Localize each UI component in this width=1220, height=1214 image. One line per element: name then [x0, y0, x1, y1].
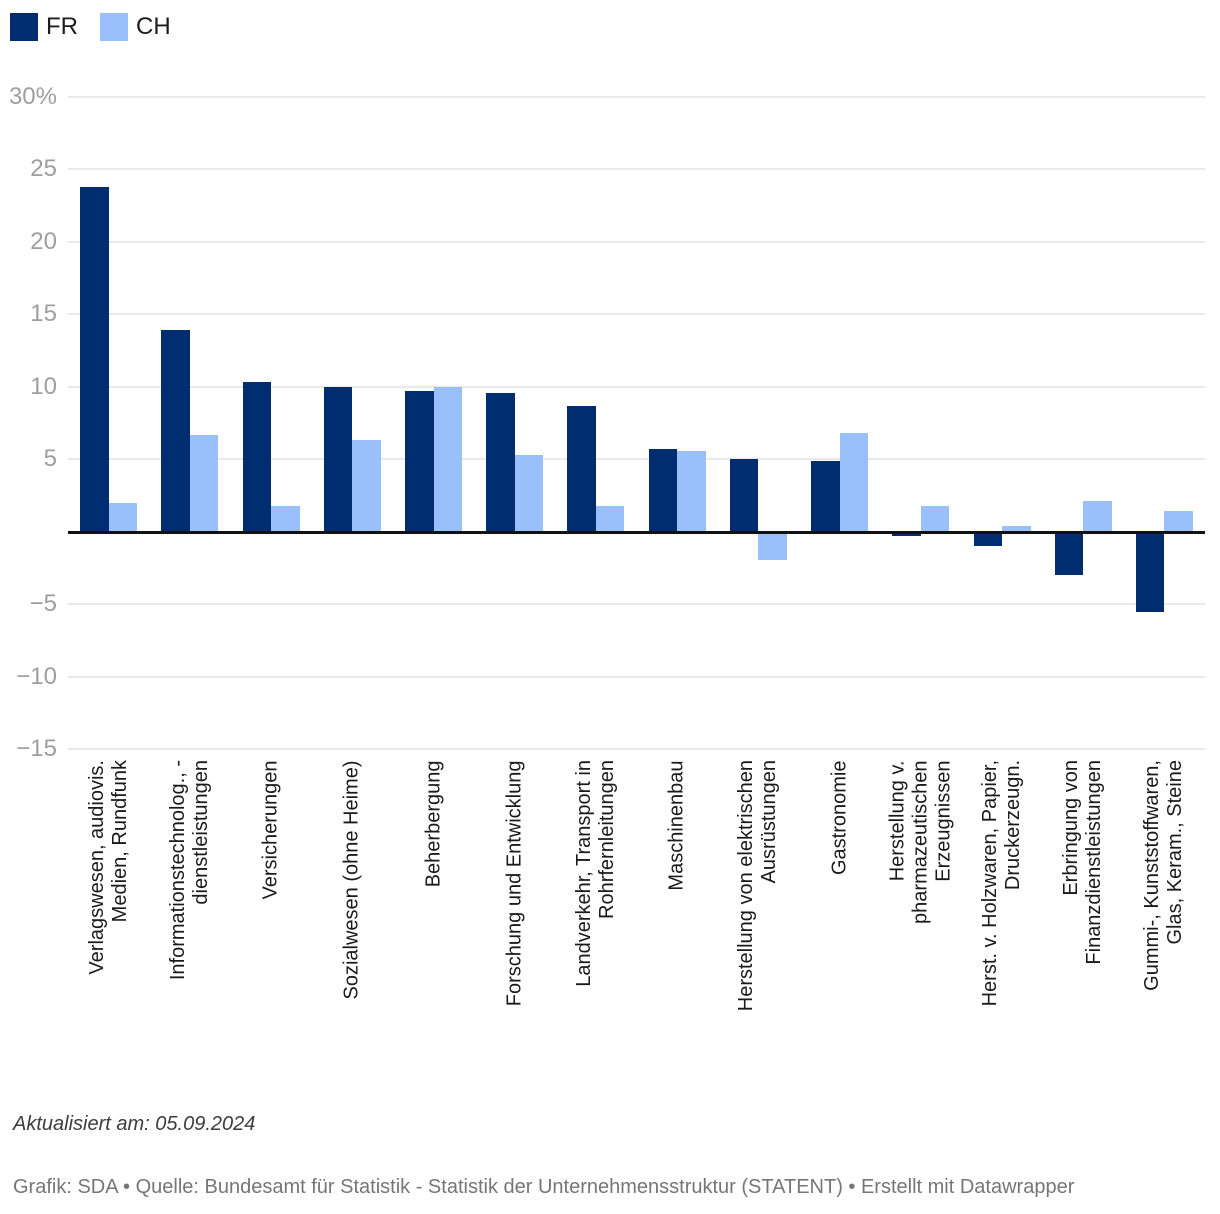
- x-axis-category-label: Erbringung von Finanzdienstleistungen: [1060, 760, 1106, 965]
- x-axis-category-label: Herstellung v. pharmazeutischen Erzeugni…: [886, 760, 955, 924]
- bar-fr-7[interactable]: [648, 449, 678, 534]
- legend-label-fr: FR: [46, 13, 78, 40]
- bar-ch-9[interactable]: [839, 433, 868, 534]
- bar-fr-8[interactable]: [729, 459, 759, 534]
- bar-ch-4[interactable]: [433, 386, 462, 534]
- x-axis-category-label: Sozialwesen (ohne Heime): [340, 760, 363, 1000]
- bar-ch-2[interactable]: [271, 505, 300, 534]
- bar-fr-5[interactable]: [486, 392, 515, 534]
- bar-fr-3[interactable]: [323, 386, 353, 534]
- x-axis-category-label: Beherbergung: [422, 760, 444, 887]
- bar-fr-12[interactable]: [1054, 532, 1084, 575]
- gridline: [68, 386, 1205, 388]
- y-axis-tick-label: 30%: [8, 83, 57, 110]
- bar-fr-11[interactable]: [973, 532, 1002, 546]
- bar-ch-10[interactable]: [920, 505, 950, 534]
- y-axis-tick-label: −10: [16, 663, 57, 690]
- gridline: [68, 313, 1205, 315]
- gridline: [68, 676, 1205, 678]
- legend-item-ch: CH: [100, 13, 171, 41]
- y-axis-tick-label: 25: [30, 155, 57, 182]
- x-axis-category-label: Informationstechnolog., - dienstleistung…: [166, 760, 212, 981]
- gridline: [68, 96, 1205, 98]
- x-axis-category-label: Maschinenbau: [665, 760, 688, 891]
- bar-fr-1[interactable]: [161, 330, 190, 534]
- legend-item-fr: FR: [10, 13, 78, 41]
- x-axis-category-label: Herst. v. Holzwaren, Papier, Druckerzeug…: [979, 760, 1024, 1007]
- attribution-line: Grafik: SDA • Quelle: Bundesamt für Stat…: [13, 1176, 1075, 1198]
- gridline: [68, 241, 1205, 243]
- y-axis-tick-label: −5: [29, 590, 57, 617]
- zero-baseline: [68, 531, 1205, 534]
- bar-fr-4[interactable]: [405, 391, 434, 534]
- legend-swatch-ch: [100, 13, 128, 41]
- gridline: [68, 168, 1205, 170]
- y-axis-tick-label: 5: [43, 445, 57, 472]
- gridline: [68, 748, 1205, 750]
- updated-date-note: Aktualisiert am: 05.09.2024: [13, 1113, 256, 1135]
- bar-ch-8[interactable]: [758, 532, 787, 561]
- legend-label-ch: CH: [136, 13, 171, 40]
- x-axis-category-label: Landverkehr, Transport in Rohrfernleitun…: [572, 760, 618, 987]
- bar-ch-1[interactable]: [189, 434, 219, 534]
- x-axis-category-label: Gummi-, Kunststoffwaren, Glas, Keram., S…: [1141, 760, 1187, 991]
- bar-fr-2[interactable]: [242, 382, 271, 534]
- bar-ch-3[interactable]: [352, 440, 381, 534]
- bar-fr-0[interactable]: [80, 186, 109, 534]
- gridline: [68, 603, 1205, 605]
- bar-ch-7[interactable]: [677, 450, 706, 534]
- y-axis-tick-label: 15: [30, 300, 57, 327]
- y-axis-tick-label: −15: [16, 735, 57, 762]
- bar-fr-10[interactable]: [892, 532, 921, 536]
- gridline: [68, 458, 1205, 460]
- bar-ch-5[interactable]: [514, 454, 544, 534]
- x-axis-category-label: Gastronomie: [828, 760, 850, 875]
- x-axis-category-label: Forschung und Entwicklung: [503, 760, 526, 1006]
- x-axis-category-label: Verlagswesen, audiovis. Medien, Rundfunk: [85, 760, 131, 975]
- bar-ch-13[interactable]: [1164, 511, 1193, 534]
- y-axis-tick-label: 10: [30, 373, 57, 400]
- bar-ch-0[interactable]: [108, 502, 138, 534]
- bar-ch-12[interactable]: [1083, 501, 1112, 534]
- bar-ch-11[interactable]: [1002, 525, 1031, 534]
- bar-fr-9[interactable]: [811, 460, 840, 534]
- bar-fr-13[interactable]: [1135, 532, 1165, 613]
- bar-ch-6[interactable]: [595, 505, 625, 534]
- bar-fr-6[interactable]: [567, 405, 596, 534]
- y-axis-tick-label: 20: [30, 228, 57, 255]
- legend-swatch-fr: [10, 13, 38, 41]
- x-axis-category-label: Herstellung von elektrischen Ausrüstunge…: [735, 760, 781, 1012]
- x-axis-category-label: Versicherungen: [259, 760, 282, 899]
- legend: FR CH: [10, 13, 193, 41]
